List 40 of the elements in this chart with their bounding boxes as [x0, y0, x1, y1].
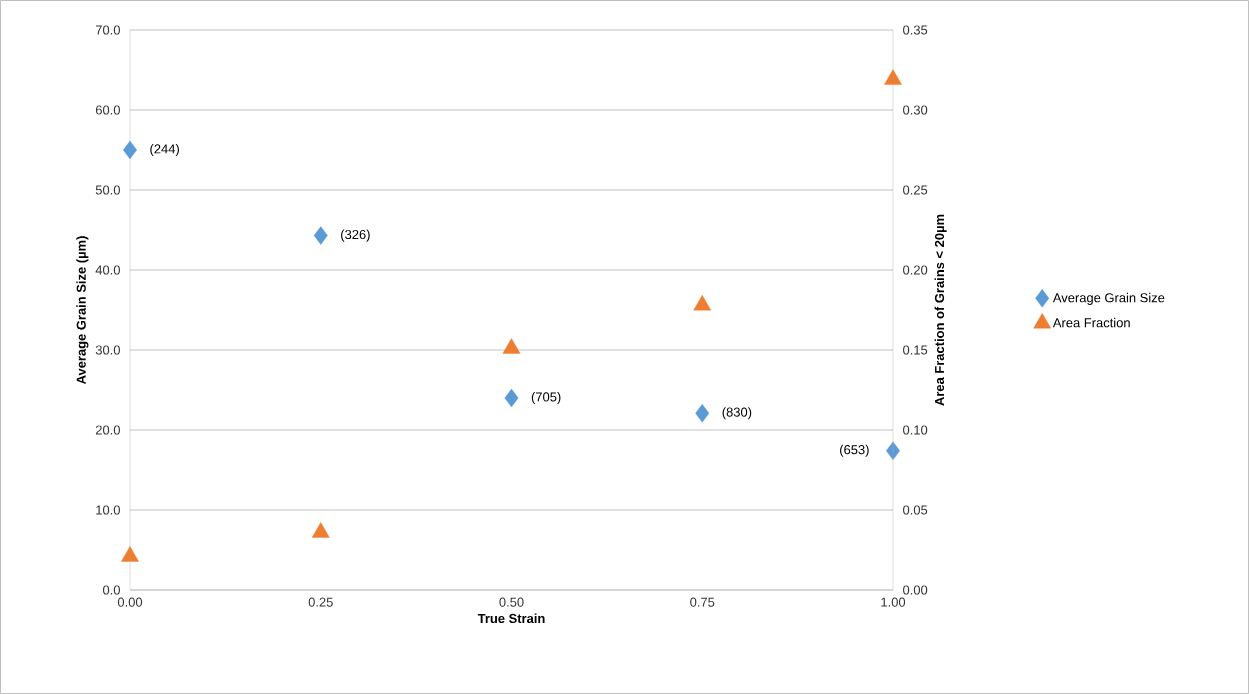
- annotation: (653): [840, 444, 869, 457]
- y2-tick-label: 0.10: [903, 425, 928, 435]
- y2-tick-label: 0.35: [903, 25, 928, 35]
- y-tick-label: 30.0: [95, 345, 120, 355]
- x-tick-label: 0.50: [499, 597, 524, 607]
- point: [311, 522, 330, 538]
- y2-tick-label: 0.30: [903, 105, 928, 115]
- annotation: (244): [150, 143, 179, 157]
- y-tick-label: 0.0: [102, 585, 120, 595]
- y2-tick-label: 0.20: [903, 265, 928, 275]
- point: [695, 404, 710, 423]
- point: [884, 69, 902, 85]
- y-tick-label: 50.0: [95, 185, 120, 195]
- point: [504, 388, 519, 408]
- point: [123, 140, 137, 160]
- legend-label: Average Grain Size: [1052, 292, 1165, 305]
- point: [693, 295, 712, 311]
- y2-tick-label: 0.15: [903, 345, 928, 355]
- y2-axis-title: Area Fraction of Grains < 20µm: [934, 214, 947, 406]
- x-tick-label: 0.25: [308, 597, 333, 607]
- point: [502, 338, 521, 354]
- legend-label: Area Fraction: [1052, 317, 1130, 328]
- annotation: (326): [341, 229, 370, 242]
- y-tick-label: 60.0: [95, 105, 120, 115]
- annotation: (830): [722, 407, 752, 420]
- y-tick-label: 70.0: [95, 25, 120, 35]
- y2-tick-label: 0.25: [903, 185, 928, 195]
- y-tick-label: 10.0: [96, 505, 120, 515]
- y-axis-title: Average Grain Size (µm): [76, 236, 89, 385]
- y2-tick-label: 0.00: [903, 585, 928, 595]
- y2-tick-label: 0.05: [903, 505, 928, 515]
- y-tick-label: 20.0: [95, 425, 120, 435]
- x-axis-title: True Strain: [477, 613, 545, 624]
- point: [313, 226, 328, 245]
- x-tick-label: 1.00: [881, 597, 906, 607]
- x-tick-label: 0.75: [690, 597, 715, 607]
- point: [121, 546, 139, 562]
- y-tick-label: 40.0: [95, 265, 120, 275]
- annotation: (705): [531, 391, 561, 405]
- x-tick-label: 0.00: [117, 597, 143, 607]
